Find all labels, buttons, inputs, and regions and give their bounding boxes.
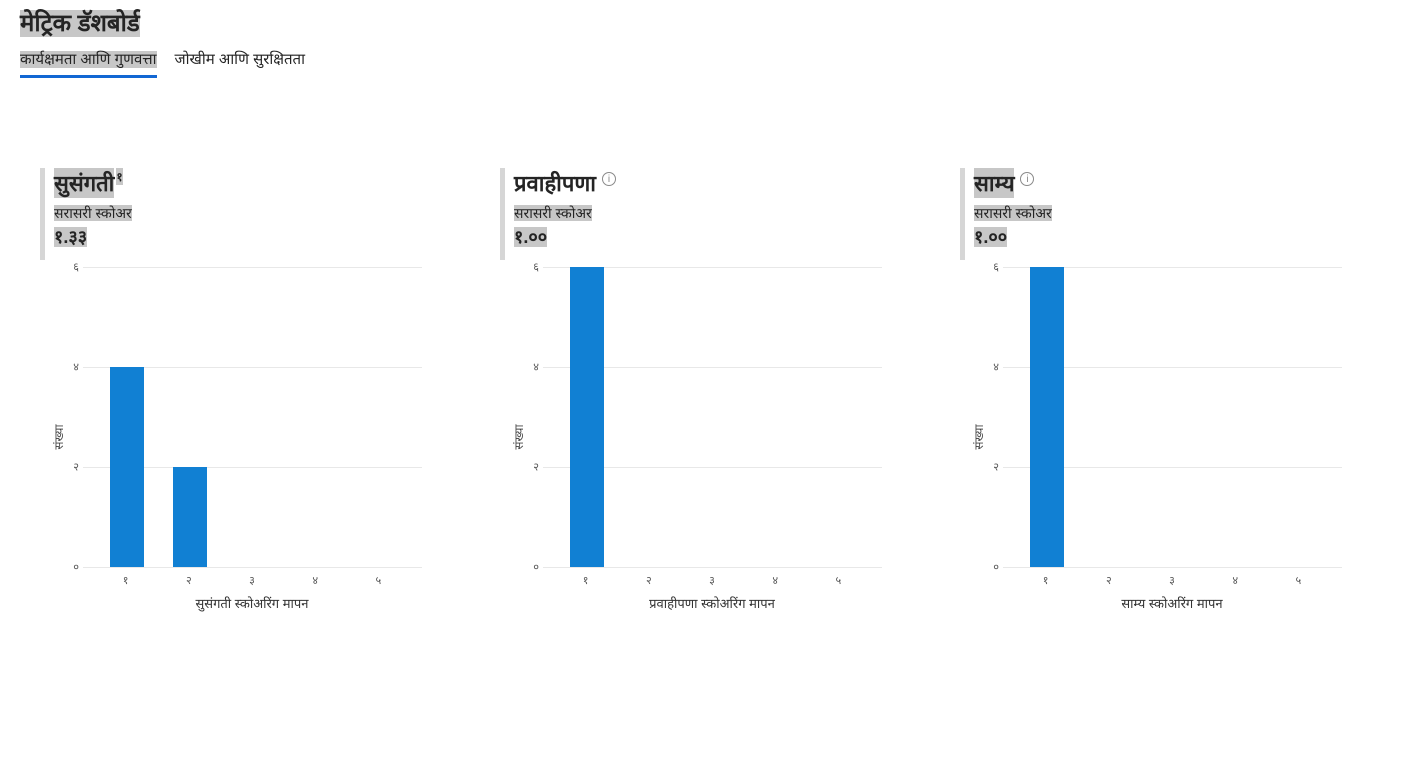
- bar-slot: [744, 267, 807, 567]
- chart: संख्या०२४६१२३४५साम्य स्कोअरिंग मापन: [960, 267, 1380, 607]
- ytick: ४: [517, 360, 539, 375]
- card-title: साम्य: [974, 168, 1014, 198]
- xtick: ५: [807, 573, 870, 588]
- metric-card-0: सुसंगती१सरासरी स्कोअर१.३३संख्या०२४६१२३४५…: [40, 168, 460, 607]
- xaxis: १२३४५: [82, 567, 422, 588]
- bar-slot: [1015, 267, 1078, 567]
- gridline: [83, 567, 422, 568]
- card-score: १.००: [974, 227, 1007, 247]
- card-subtitle: सरासरी स्कोअर: [974, 205, 1052, 221]
- tab-label: जोखीम आणि सुरक्षितता: [175, 51, 305, 68]
- chart-plot: ०२४६: [1002, 267, 1342, 567]
- ytick: ६: [517, 260, 539, 275]
- xtick: १: [554, 573, 617, 588]
- bar-slot: [347, 267, 410, 567]
- ytick: ०: [57, 560, 79, 575]
- chart-xlabel: साम्य स्कोअरिंग मापन: [1002, 594, 1342, 612]
- xtick: २: [1077, 573, 1140, 588]
- ytick: ०: [517, 560, 539, 575]
- metric-card-1: प्रवाहीपणाiसरासरी स्कोअर१.००संख्या०२४६१२…: [500, 168, 920, 607]
- bar-slot: [1141, 267, 1204, 567]
- chart-ylabel: संख्या: [50, 424, 67, 449]
- xtick: ४: [744, 573, 807, 588]
- ytick: २: [977, 460, 999, 475]
- bars: [543, 267, 882, 567]
- card-score: १.३३: [54, 227, 87, 247]
- card-accent: [960, 168, 965, 260]
- xtick: ४: [284, 573, 347, 588]
- bar-slot: [807, 267, 870, 567]
- ytick: ०: [977, 560, 999, 575]
- bar-slot: [221, 267, 284, 567]
- bar-slot: [681, 267, 744, 567]
- ytick: २: [517, 460, 539, 475]
- card-accent: [40, 168, 45, 260]
- bar-slot: [618, 267, 681, 567]
- xtick: ३: [680, 573, 743, 588]
- chart-plot: ०२४६: [82, 267, 422, 567]
- ytick: २: [57, 460, 79, 475]
- bar-slot: [95, 267, 158, 567]
- card-title: प्रवाहीपणा: [514, 168, 596, 198]
- chart-xlabel: सुसंगती स्कोअरिंग मापन: [82, 594, 422, 612]
- ytick: ६: [57, 260, 79, 275]
- card-subtitle: सरासरी स्कोअर: [54, 205, 132, 221]
- xtick: ३: [1140, 573, 1203, 588]
- chart-ylabel: संख्या: [510, 424, 527, 449]
- bar-slot: [158, 267, 221, 567]
- bar-slot: [1267, 267, 1330, 567]
- bars: [1003, 267, 1342, 567]
- card-title-sup: १: [116, 168, 122, 185]
- xtick: ५: [1267, 573, 1330, 588]
- ytick: ४: [977, 360, 999, 375]
- gridline: [543, 567, 882, 568]
- chart-ylabel: संख्या: [970, 424, 987, 449]
- xtick: २: [157, 573, 220, 588]
- xtick: ४: [1204, 573, 1267, 588]
- bar[interactable]: [173, 467, 207, 567]
- ytick: ६: [977, 260, 999, 275]
- tab-label: कार्यक्षमता आणि गुणवत्ता: [20, 51, 157, 68]
- bar-slot: [1078, 267, 1141, 567]
- bar-slot: [555, 267, 618, 567]
- bar-slot: [284, 267, 347, 567]
- card-accent: [500, 168, 505, 260]
- gridline: [1003, 567, 1342, 568]
- xaxis: १२३४५: [542, 567, 882, 588]
- chart-xlabel: प्रवाहीपणा स्कोअरिंग मापन: [542, 594, 882, 612]
- bar-slot: [1204, 267, 1267, 567]
- xtick: २: [617, 573, 680, 588]
- bar[interactable]: [110, 367, 144, 567]
- chart-plot: ०२४६: [542, 267, 882, 567]
- xtick: १: [94, 573, 157, 588]
- ytick: ४: [57, 360, 79, 375]
- bars: [83, 267, 422, 567]
- xtick: १: [1014, 573, 1077, 588]
- tab-1[interactable]: जोखीम आणि सुरक्षितता: [175, 49, 305, 78]
- xaxis: १२३४५: [1002, 567, 1342, 588]
- tab-0[interactable]: कार्यक्षमता आणि गुणवत्ता: [20, 49, 157, 78]
- page-title: मेट्रिक डॅशबोर्ड: [20, 10, 140, 37]
- chart: संख्या०२४६१२३४५प्रवाहीपणा स्कोअरिंग मापन: [500, 267, 920, 607]
- card-score: १.००: [514, 227, 547, 247]
- chart: संख्या०२४६१२३४५सुसंगती स्कोअरिंग मापन: [40, 267, 460, 607]
- card-subtitle: सरासरी स्कोअर: [514, 205, 592, 221]
- xtick: ५: [347, 573, 410, 588]
- bar[interactable]: [570, 267, 604, 567]
- xtick: ३: [220, 573, 283, 588]
- info-icon[interactable]: i: [1020, 172, 1034, 186]
- bar[interactable]: [1030, 267, 1064, 567]
- tabs: कार्यक्षमता आणि गुणवत्ता जोखीम आणि सुरक्ष…: [0, 39, 1404, 78]
- cards-row: सुसंगती१सरासरी स्कोअर१.३३संख्या०२४६१२३४५…: [0, 78, 1404, 627]
- metric-card-2: साम्यiसरासरी स्कोअर१.००संख्या०२४६१२३४५सा…: [960, 168, 1380, 607]
- card-title: सुसंगती: [54, 168, 114, 198]
- info-icon[interactable]: i: [602, 172, 616, 186]
